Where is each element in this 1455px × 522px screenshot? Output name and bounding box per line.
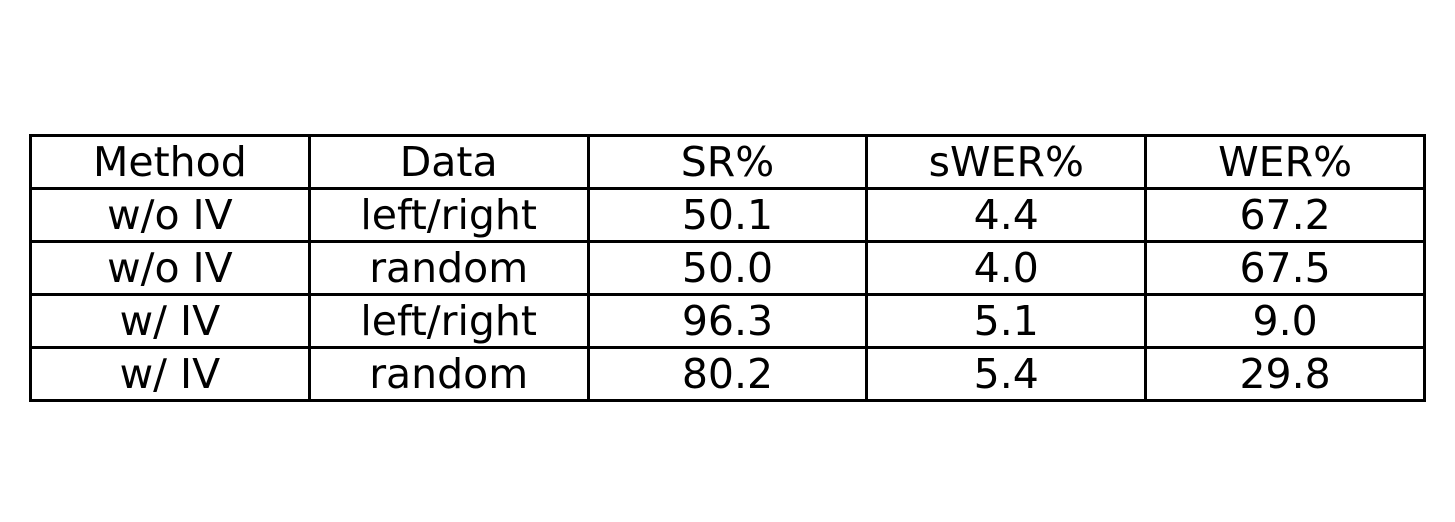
cell-method: w/o IV: [29, 187, 311, 243]
cell-data: random: [307, 346, 590, 402]
cell-wer: 67.5: [1144, 240, 1426, 296]
cell-swer: 4.4: [865, 187, 1148, 243]
cell-data: random: [307, 240, 590, 296]
cell-swer: 5.1: [865, 293, 1148, 349]
header-method: Method: [29, 134, 311, 190]
header-sr: SR%: [586, 134, 869, 190]
cell-data: left/right: [307, 187, 590, 243]
table-row: w/ IV random 80.2 5.4 29.8: [29, 346, 1426, 402]
table-row: w/ IV left/right 96.3 5.1 9.0: [29, 293, 1426, 349]
header-row: Method Data SR% sWER% WER%: [29, 134, 1426, 190]
header-wer: WER%: [1144, 134, 1426, 190]
cell-wer: 67.2: [1144, 187, 1426, 243]
header-data: Data: [307, 134, 590, 190]
cell-swer: 5.4: [865, 346, 1148, 402]
cell-swer: 4.0: [865, 240, 1148, 296]
table-row: w/o IV random 50.0 4.0 67.5: [29, 240, 1426, 296]
cell-method: w/ IV: [29, 293, 311, 349]
cell-method: w/o IV: [29, 240, 311, 296]
cell-sr: 50.1: [586, 187, 869, 243]
cell-sr: 80.2: [586, 346, 869, 402]
cell-sr: 96.3: [586, 293, 869, 349]
table-row: w/o IV left/right 50.1 4.4 67.2: [29, 187, 1426, 243]
cell-wer: 29.8: [1144, 346, 1426, 402]
cell-method: w/ IV: [29, 346, 311, 402]
results-table: Method Data SR% sWER% WER% w/o IV left/r…: [29, 134, 1426, 402]
header-swer: sWER%: [865, 134, 1148, 190]
cell-data: left/right: [307, 293, 590, 349]
cell-wer: 9.0: [1144, 293, 1426, 349]
cell-sr: 50.0: [586, 240, 869, 296]
